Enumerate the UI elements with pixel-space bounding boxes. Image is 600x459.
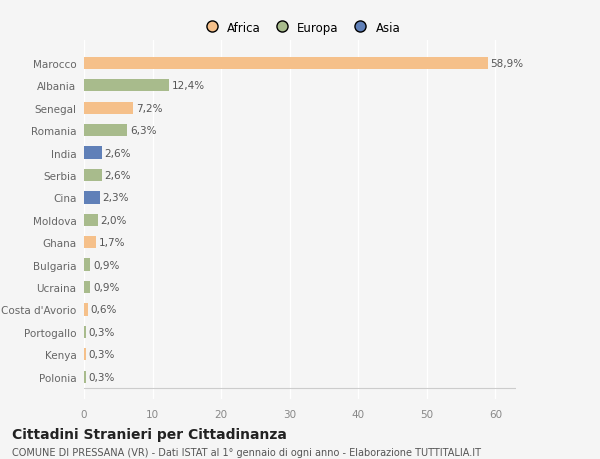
Bar (84, 304, 88, 316)
Text: 58,9%: 58,9% (491, 59, 524, 69)
Bar (84, 326, 86, 338)
Bar (84, 192, 100, 204)
Bar (84, 57, 488, 70)
Bar (84, 281, 90, 294)
Bar (84, 102, 133, 115)
Text: 0,3%: 0,3% (89, 372, 115, 382)
Bar (84, 371, 86, 383)
Text: 0,9%: 0,9% (93, 282, 119, 292)
Bar (84, 80, 169, 92)
Text: 2,0%: 2,0% (100, 215, 127, 225)
Text: COMUNE DI PRESSANA (VR) - Dati ISTAT al 1° gennaio di ogni anno - Elaborazione T: COMUNE DI PRESSANA (VR) - Dati ISTAT al … (12, 448, 481, 458)
Bar (84, 169, 102, 182)
Text: 2,3%: 2,3% (103, 193, 129, 203)
Text: 6,3%: 6,3% (130, 126, 157, 136)
Bar (84, 348, 86, 361)
Text: 0,3%: 0,3% (89, 350, 115, 359)
Text: 2,6%: 2,6% (104, 148, 131, 158)
Text: 1,7%: 1,7% (98, 238, 125, 248)
Text: 12,4%: 12,4% (172, 81, 205, 91)
Bar (84, 214, 98, 226)
Text: 0,6%: 0,6% (91, 305, 117, 315)
Text: Cittadini Stranieri per Cittadinanza: Cittadini Stranieri per Cittadinanza (12, 427, 287, 441)
Text: 0,3%: 0,3% (89, 327, 115, 337)
Text: 7,2%: 7,2% (136, 103, 163, 113)
Legend: Africa, Europa, Asia: Africa, Europa, Asia (195, 17, 405, 39)
Text: 2,6%: 2,6% (104, 171, 131, 180)
Bar (84, 236, 95, 249)
Bar (84, 147, 102, 159)
Bar (84, 125, 127, 137)
Bar (84, 259, 90, 271)
Text: 0,9%: 0,9% (93, 260, 119, 270)
